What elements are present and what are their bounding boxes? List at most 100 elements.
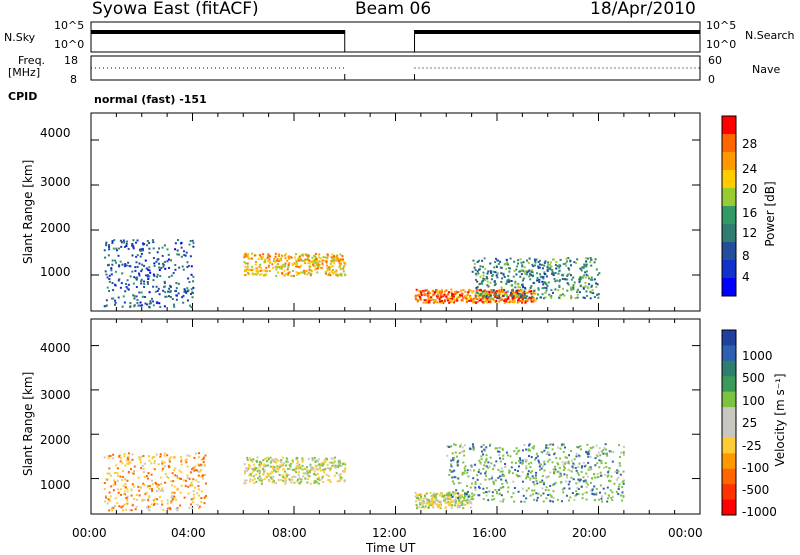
velocity-cell [428, 504, 431, 507]
power-cell [188, 304, 191, 307]
power-cell [524, 299, 527, 302]
power-cell [582, 267, 585, 270]
freq-label: Freq. [18, 54, 46, 67]
velocity-cell [496, 490, 499, 493]
power-cell [494, 295, 497, 298]
velocity-cell [197, 485, 200, 488]
velocity-cell [114, 471, 117, 474]
power-cell [416, 300, 419, 303]
power-cell [565, 264, 568, 267]
velocity-cell [262, 472, 265, 475]
velocity-cell [115, 464, 118, 467]
power-cell [330, 259, 333, 262]
velocity-cell [280, 461, 283, 464]
velocity-cell [556, 462, 559, 465]
velocity-cell [301, 460, 304, 463]
velocity-cell [158, 488, 161, 491]
velocity-cell [613, 482, 616, 485]
power-cell [514, 286, 517, 289]
velocity-cell [116, 474, 119, 477]
power-cell [182, 268, 185, 271]
velocity-cell [428, 502, 431, 505]
power-cell [527, 261, 530, 264]
power-cell [192, 292, 195, 295]
velocity-cell [587, 468, 590, 471]
power-cell [294, 262, 297, 265]
power-cell [517, 262, 520, 265]
power-cell [300, 254, 303, 257]
power-cell [281, 271, 284, 274]
power-cell [483, 294, 486, 297]
velocity-cell [151, 483, 154, 486]
velocity-cell [568, 487, 571, 490]
power-cell [477, 259, 480, 262]
power-cell [245, 255, 248, 258]
vel-ytick-2000: 2000 [40, 433, 71, 447]
velocity-cell [155, 490, 158, 493]
velocity-cell [198, 494, 201, 497]
power-cell [509, 291, 512, 294]
power-cell [112, 297, 115, 300]
velocity-cell [552, 490, 555, 493]
velocity-cell [323, 470, 326, 473]
power-cell [123, 301, 126, 304]
power-cell [127, 288, 130, 291]
velocity-cell [451, 504, 454, 507]
velocity-cell [310, 467, 313, 470]
power-cell [330, 270, 333, 273]
power-cell [539, 273, 542, 276]
velocity-cell [337, 460, 340, 463]
velocity-cell [156, 502, 159, 505]
power-cell [155, 260, 158, 263]
velocity-cell [470, 498, 473, 501]
power-cell [275, 259, 278, 262]
velocity-cell [337, 462, 340, 465]
power-cell [140, 278, 143, 281]
velocity-cell [103, 456, 106, 459]
power-cell [418, 295, 421, 298]
velocity-cell [320, 464, 323, 467]
velocity-cell [203, 463, 206, 466]
velocity-cell [575, 482, 578, 485]
velocity-cell [107, 457, 110, 460]
velocity-cell [525, 489, 528, 492]
velocity-cell [130, 494, 133, 497]
velocity-cell [291, 459, 294, 462]
velocity-cell [571, 466, 574, 469]
velocity-cell [485, 446, 488, 449]
power-cell [180, 255, 183, 258]
velocity-cell [105, 478, 108, 481]
velocity-cell [140, 486, 143, 489]
power-cell [554, 263, 557, 266]
velocity-cell [248, 463, 251, 466]
velocity-cell [531, 446, 534, 449]
power-cell [509, 294, 512, 297]
velocity-cell [507, 486, 510, 489]
velocity-cell [543, 463, 546, 466]
velocity-cell [622, 482, 625, 485]
velocity-cell [267, 475, 270, 478]
velocity-cell [515, 473, 518, 476]
velocity-cell [498, 454, 501, 457]
velocity-cell [297, 478, 300, 481]
power-cell [326, 264, 329, 267]
velocity-cell [586, 483, 589, 486]
power-cell [132, 245, 135, 248]
velocity-cell [198, 464, 201, 467]
velocity-cell [459, 502, 462, 505]
power-cell [275, 274, 278, 277]
velocity-cell [619, 494, 622, 497]
power-cell [449, 298, 452, 301]
velocity-cell [103, 482, 106, 485]
power-cell [494, 261, 497, 264]
power-cell [456, 299, 459, 302]
power-cell [328, 268, 331, 271]
power-cell [137, 304, 140, 307]
velocity-cell [459, 445, 462, 448]
velocity-cell [134, 508, 137, 511]
power-cell [133, 295, 136, 298]
power-cell [284, 262, 287, 265]
power-cell [558, 270, 561, 273]
power-cell [342, 266, 345, 269]
velocity-cell [329, 467, 332, 470]
